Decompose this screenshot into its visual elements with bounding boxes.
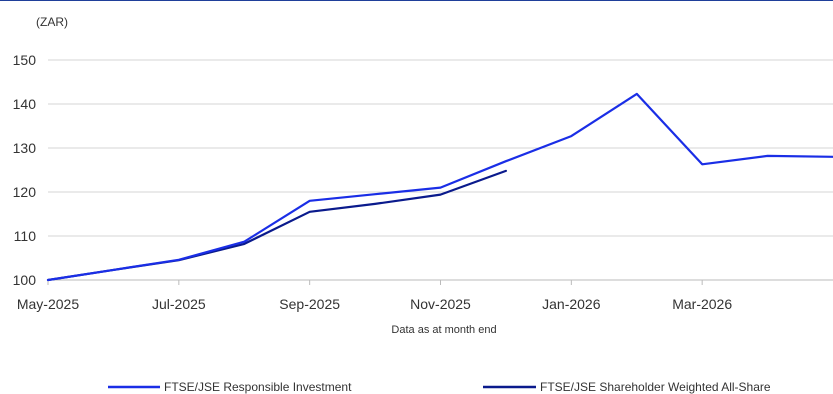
x-tick-label: Jul-2025 bbox=[152, 296, 206, 312]
y-unit-label: (ZAR) bbox=[36, 15, 68, 29]
x-axis-ticks: May-2025 Jul-2025 Sep-2025 Nov-2025 Jan-2026… bbox=[17, 280, 732, 312]
gridlines bbox=[48, 59, 833, 237]
x-tick-label: Sep-2025 bbox=[279, 296, 340, 312]
x-tick-label: Nov-2025 bbox=[410, 296, 471, 312]
x-tick-label: Mar-2026 bbox=[672, 296, 732, 312]
x-axis-title: Data as at month end bbox=[391, 324, 496, 336]
legend-label: FTSE/JSE Shareholder Weighted All-Share bbox=[540, 380, 771, 394]
y-tick-label: 110 bbox=[14, 228, 37, 244]
y-tick-label: 120 bbox=[13, 184, 37, 200]
y-axis-ticks: 100 110 120 130 140 150 bbox=[13, 52, 37, 288]
legend: FTSE/JSE Responsible Investment FTSE/JSE … bbox=[108, 380, 771, 394]
y-tick-label: 150 bbox=[13, 52, 37, 68]
y-tick-label: 130 bbox=[13, 140, 37, 156]
series-lines bbox=[46, 92, 833, 282]
y-tick-label: 140 bbox=[13, 96, 37, 112]
top-rule bbox=[0, 0, 833, 1]
series-line-1 bbox=[46, 92, 833, 282]
y-tick-label: 100 bbox=[13, 272, 37, 288]
x-tick-label: Jan-2026 bbox=[542, 296, 601, 312]
x-tick-label: May-2025 bbox=[17, 296, 79, 312]
legend-label: FTSE/JSE Responsible Investment bbox=[164, 380, 352, 394]
